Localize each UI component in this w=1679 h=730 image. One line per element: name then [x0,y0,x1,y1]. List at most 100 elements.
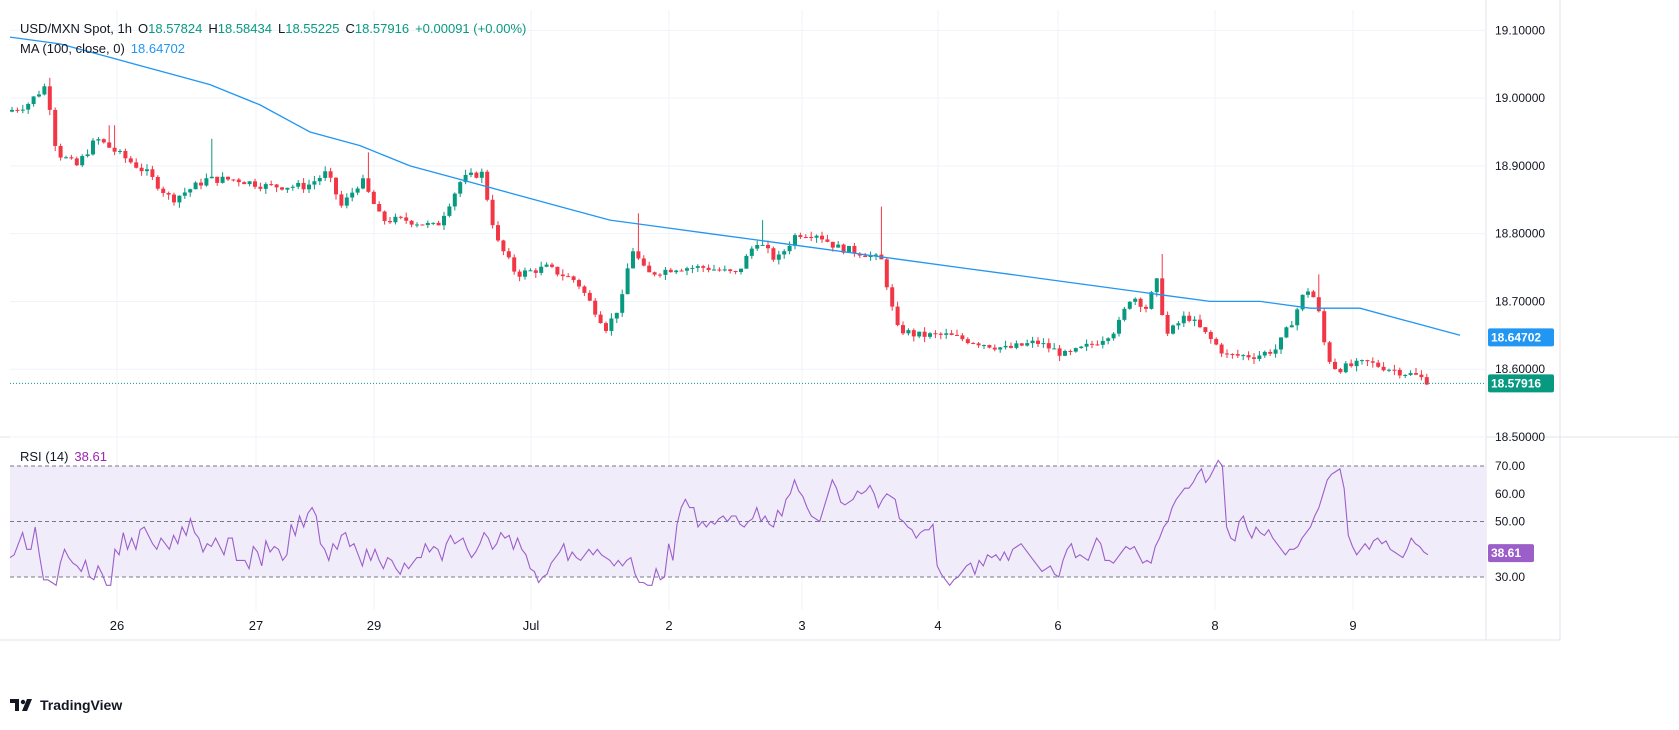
candle-body [965,339,970,343]
candle-body [31,96,36,104]
rsi-legend: RSI (14) 38.61 [20,449,113,464]
candle-body [96,139,101,141]
candle-body [118,150,122,152]
candle-body [814,235,819,238]
rsi-line [9,459,1429,587]
candle-body [1246,355,1251,358]
change-value: +0.00091 (+0.00%) [415,21,527,36]
price-tick-label: 18.80000 [1495,227,1545,241]
candle-body [53,109,58,146]
candle-body [209,176,214,179]
candle-body [1284,327,1289,338]
candle-body [447,206,452,216]
candle-body [1403,374,1408,376]
candle-body [204,178,209,186]
candle-body [728,269,733,272]
candle-body [998,347,1003,350]
time-tick-label: 8 [1211,618,1218,633]
candle-body [593,300,598,315]
candle-body [1316,297,1321,312]
candle-body [263,184,268,189]
candle-body [587,292,592,301]
candle-body [1327,342,1332,362]
candle-body [290,186,295,188]
candle-body [1171,325,1175,334]
candle-body [1041,343,1046,345]
candle-body [15,109,20,111]
high-value: 18.58434 [217,21,272,36]
candle-body [1187,315,1192,321]
candle-body [1230,353,1235,355]
candle-body [236,179,241,183]
candle-body [825,239,830,242]
candle-body [944,333,949,335]
candle-body [582,286,587,293]
candle-body [344,197,349,206]
candle-body [1365,360,1370,362]
candle-body [1295,309,1300,326]
candle-body [620,294,625,313]
candle-body [490,199,495,226]
candle-body [1214,338,1219,345]
candle-body [26,103,31,110]
candle-body [155,176,160,189]
candle-body [1127,301,1132,309]
close-value: 18.57916 [354,21,410,36]
candle-body [409,220,414,225]
candle-body [1387,369,1391,371]
candle-body [663,269,668,275]
candle-body [161,188,166,193]
candle-body [539,266,544,273]
candle-body [64,157,68,159]
candle-body [69,157,74,159]
candle-body [37,94,41,97]
candle-body [350,192,355,198]
candle-body [971,342,976,344]
candle-body [1014,343,1019,348]
candle-body [285,187,290,190]
candle-body [1333,361,1337,370]
candle-body [555,266,560,275]
candle-body [307,184,311,190]
rsi-tick-label: 70.00 [1495,459,1525,473]
candle-body [982,345,986,347]
candle-body [685,268,689,271]
candle-body [420,224,425,226]
candle-body [469,172,473,175]
time-tick-label: 9 [1349,618,1356,633]
candle-body [1219,344,1224,354]
candle-body [485,171,490,200]
candle-body [798,235,803,237]
candle-body [1268,351,1273,354]
candle-body [1073,348,1078,352]
candle-body [609,318,614,331]
tradingview-logo[interactable]: TradingView [10,697,122,713]
candle-body [809,236,814,238]
candle-body [1203,327,1208,333]
candle-body [992,347,997,350]
candle-body [1046,343,1051,349]
candle-body [922,331,927,337]
time-tick-label: Jul [523,618,540,633]
candle-body [598,314,603,324]
candle-body [361,178,365,189]
candle-body [668,269,673,273]
candle-body [884,259,889,288]
candle-body [393,216,398,223]
candle-body [938,333,943,335]
open-value: 18.57824 [148,21,203,36]
candle-body [1306,291,1310,295]
candle-body [911,330,916,337]
candle-body [182,192,187,196]
candle-body [188,189,193,193]
candle-body [1419,374,1424,378]
candle-body [776,254,781,260]
candle-body [371,191,376,205]
candle-body [1133,298,1138,302]
candle-body [58,145,63,158]
candle-body [1138,298,1143,307]
candle-body [1235,354,1240,356]
candle-body [1149,292,1154,309]
